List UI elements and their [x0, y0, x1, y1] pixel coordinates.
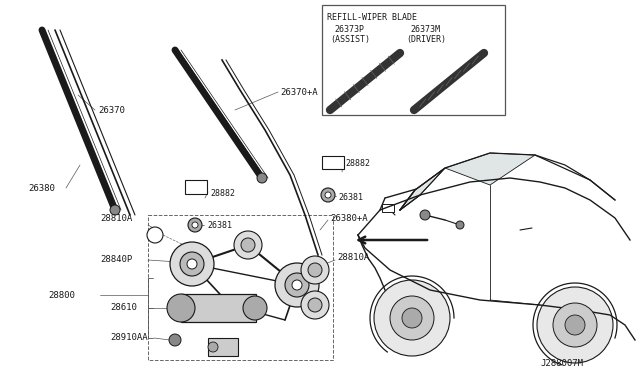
Bar — [382, 204, 394, 212]
Text: 26381: 26381 — [338, 192, 363, 202]
Bar — [322, 156, 344, 169]
Text: 26373P: 26373P — [334, 25, 364, 33]
Text: 28810A: 28810A — [100, 214, 132, 222]
Text: (ASSIST): (ASSIST) — [330, 35, 370, 44]
Circle shape — [537, 287, 613, 363]
Text: 28882: 28882 — [345, 158, 370, 167]
Circle shape — [234, 231, 262, 259]
Text: 28810A: 28810A — [337, 253, 369, 263]
Circle shape — [192, 222, 198, 228]
Circle shape — [110, 205, 120, 215]
Circle shape — [565, 315, 585, 335]
Circle shape — [187, 259, 197, 269]
Polygon shape — [400, 168, 445, 210]
Text: 26380: 26380 — [28, 183, 55, 192]
Text: 28800: 28800 — [48, 291, 75, 299]
Circle shape — [188, 218, 202, 232]
Text: 28840P: 28840P — [100, 256, 132, 264]
Text: 28610: 28610 — [110, 304, 137, 312]
Text: 26373M: 26373M — [410, 25, 440, 33]
Text: J288007M: J288007M — [540, 359, 583, 368]
Circle shape — [170, 242, 214, 286]
Polygon shape — [445, 153, 535, 185]
Circle shape — [308, 298, 322, 312]
Bar — [322, 5, 505, 115]
Circle shape — [167, 294, 195, 322]
Text: 28882: 28882 — [210, 189, 235, 198]
Text: (DRIVER): (DRIVER) — [406, 35, 446, 44]
Circle shape — [301, 291, 329, 319]
Text: 26370: 26370 — [98, 106, 125, 115]
Text: 26380+A: 26380+A — [330, 214, 367, 222]
Circle shape — [169, 334, 181, 346]
Text: 26370+A: 26370+A — [280, 87, 317, 96]
Bar — [181, 294, 256, 322]
Circle shape — [243, 296, 267, 320]
Circle shape — [325, 192, 331, 198]
Circle shape — [321, 188, 335, 202]
Bar — [208, 338, 238, 356]
Circle shape — [147, 227, 163, 243]
Text: REFILL-WIPER BLADE: REFILL-WIPER BLADE — [327, 13, 417, 22]
Circle shape — [285, 273, 309, 297]
Circle shape — [420, 210, 430, 220]
Circle shape — [390, 296, 434, 340]
Circle shape — [275, 263, 319, 307]
Circle shape — [308, 263, 322, 277]
Circle shape — [292, 280, 302, 290]
Circle shape — [301, 256, 329, 284]
Text: 26381: 26381 — [207, 221, 232, 230]
Circle shape — [374, 280, 450, 356]
Bar — [185, 180, 207, 194]
Circle shape — [208, 342, 218, 352]
Text: 28910AA: 28910AA — [110, 334, 148, 343]
Circle shape — [241, 238, 255, 252]
Circle shape — [553, 303, 597, 347]
Circle shape — [456, 221, 464, 229]
Circle shape — [180, 252, 204, 276]
Circle shape — [257, 173, 267, 183]
Bar — [148, 215, 333, 360]
Circle shape — [402, 308, 422, 328]
